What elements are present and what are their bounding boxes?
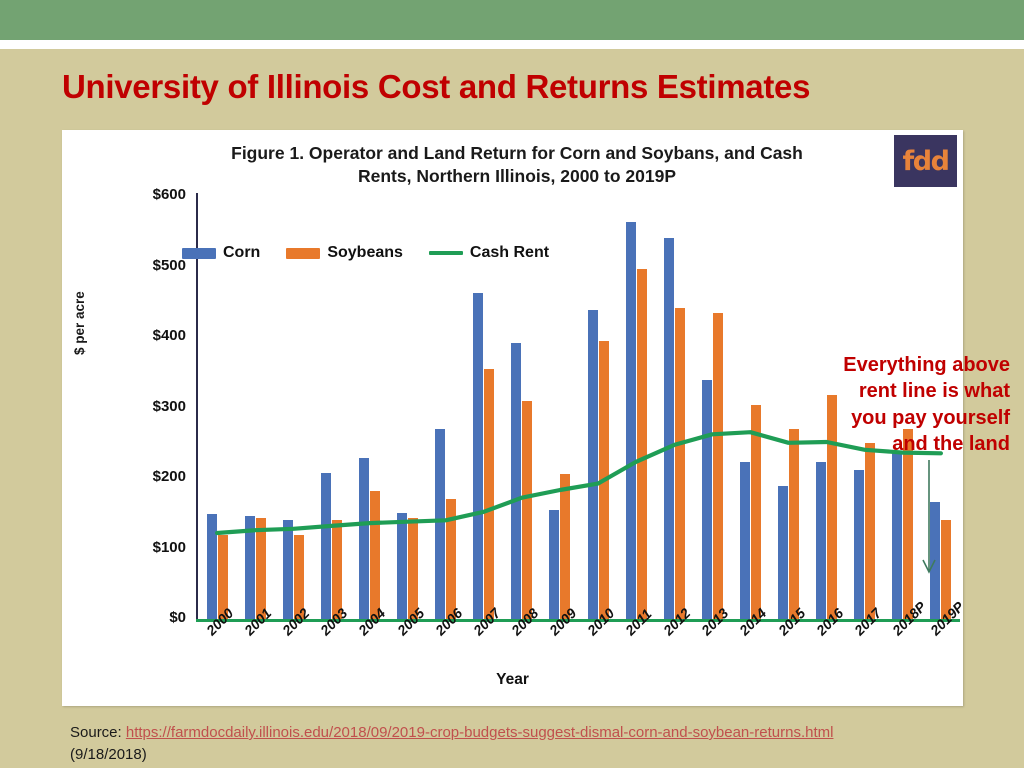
bar-soybeans	[408, 518, 419, 619]
source-label: Source:	[70, 724, 122, 741]
legend-swatch-corn	[182, 247, 216, 259]
bar-soybeans	[789, 429, 800, 619]
bar-corn	[892, 453, 903, 619]
bar-soybeans	[255, 518, 266, 619]
bar-corn	[739, 462, 750, 619]
bar-corn	[701, 380, 712, 619]
chart-title: Figure 1. Operator and Land Return for C…	[122, 142, 912, 189]
legend-item-soybeans: Soybeans	[286, 244, 403, 262]
bar-soybeans	[750, 404, 761, 619]
source-date: (9/18/2018)	[70, 745, 147, 763]
chart-title-line-1: Figure 1. Operator and Land Return for C…	[231, 143, 803, 163]
bar-corn	[206, 513, 217, 619]
plot-area: $ per acre $600 $500 $400 $300 $200 $100 $0 Co…	[62, 130, 1010, 706]
bar-soybeans	[598, 341, 609, 619]
bar-soybeans	[560, 473, 571, 619]
bar-corn	[587, 310, 598, 619]
bar-soybeans	[636, 268, 647, 619]
bar-soybeans	[369, 491, 380, 619]
y-tick-label: $200	[152, 468, 186, 485]
bar-corn	[816, 462, 827, 619]
bar-soybeans	[331, 519, 342, 619]
x-tick-label: 2005	[393, 604, 427, 639]
y-tick-label: $400	[152, 327, 186, 344]
legend-label-soybeans: Soybeans	[327, 244, 403, 261]
x-axis-title: Year	[496, 671, 529, 688]
annotation-line-1: Everything above	[843, 354, 1010, 376]
bar-soybeans	[865, 442, 876, 619]
top-accent-bar	[0, 0, 1024, 40]
bar-corn	[511, 343, 522, 619]
x-tick-label: 2016	[812, 604, 846, 639]
bar-corn	[778, 485, 789, 619]
y-axis-title: $ per acre	[72, 291, 87, 355]
annotation-line-3: you pay yourself	[851, 406, 1010, 429]
bar-soybeans	[446, 499, 457, 619]
y-tick-label: $0	[169, 609, 186, 626]
bar-corn	[549, 510, 560, 619]
bar-corn	[320, 473, 331, 619]
legend-item-corn: Corn	[182, 244, 260, 262]
x-tick-label: 2015	[774, 604, 808, 639]
y-axis-line	[196, 193, 198, 621]
y-tick-label: $300	[152, 397, 186, 415]
bar-corn	[663, 238, 674, 619]
chart-card: Figure 1. Operator and Land Return for C…	[62, 130, 1010, 706]
legend-label-cash-rent: Cash Rent	[469, 244, 550, 261]
bar-soybeans	[522, 401, 533, 619]
bar-corn	[282, 519, 293, 619]
annotation-line-4: and the land	[892, 433, 1010, 456]
fdd-logo: fdd	[894, 135, 957, 187]
chart-legend: Corn Soybeans Cash Rent	[182, 244, 549, 262]
x-axis-line	[196, 619, 960, 622]
bar-soybeans	[674, 308, 685, 619]
bar-corn	[930, 501, 941, 619]
bar-corn	[397, 512, 408, 619]
legend-label-corn: Corn	[223, 244, 261, 261]
legend-item-cash-rent: Cash Rent	[428, 244, 550, 262]
y-tick-label: $500	[152, 256, 186, 274]
page-title: University of Illinois Cost and Returns …	[62, 68, 811, 105]
annotation-text: Everything above rent line is what you p…	[762, 352, 1010, 458]
bar-soybeans	[484, 369, 495, 619]
top-white-divider	[0, 40, 1024, 49]
bar-corn	[625, 222, 636, 619]
bar-corn	[358, 458, 369, 619]
y-tick-label: $600	[152, 186, 186, 203]
bar-corn	[244, 516, 255, 619]
bar-soybeans	[903, 429, 914, 619]
bar-corn	[435, 429, 446, 619]
source-link[interactable]: https://farmdocdaily.illinois.edu/2018/0…	[125, 724, 834, 741]
bar-soybeans	[712, 313, 723, 619]
footer-source: Source: https://farmdocdaily.illinois.ed…	[70, 722, 990, 766]
x-tick-label: 2011	[622, 605, 655, 639]
chart-title-line-2: Rents, Northern Illinois, 2000 to 2019P	[357, 166, 677, 187]
annotation-line-2: rent line is what	[858, 380, 1010, 403]
bar-corn	[473, 293, 484, 619]
legend-swatch-cash-rent	[428, 251, 463, 255]
fdd-logo-text: fdd	[902, 145, 950, 177]
x-tick-label: 2006	[431, 604, 465, 639]
bar-corn	[854, 470, 865, 619]
y-tick-label: $100	[152, 538, 186, 556]
legend-swatch-soybeans	[286, 247, 321, 259]
